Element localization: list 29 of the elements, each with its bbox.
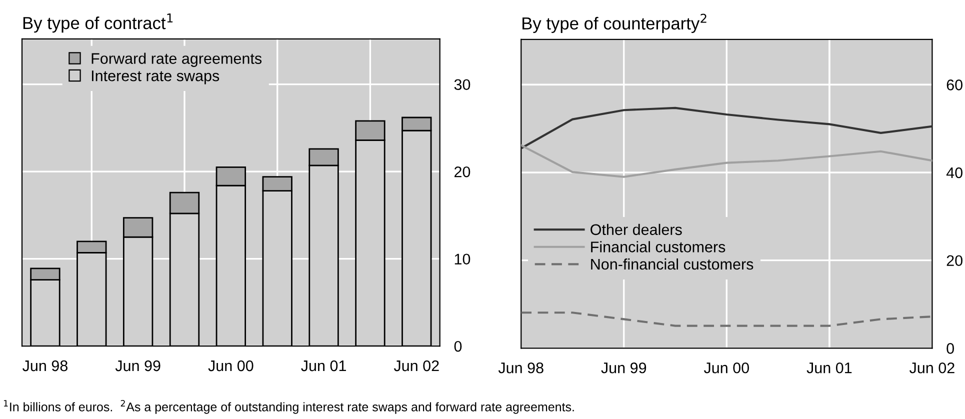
x-tick-label: Jun 00 [704,362,749,374]
chart-title: By type of counterparty$^{2}$ [522,14,706,34]
y-tick-label: 0 [946,343,954,354]
line-series [521,144,932,178]
legend-label: Financial customers [591,241,726,252]
legend-label: Forward rate agreements [92,52,262,67]
x-tick-label: Jun 02 [394,360,439,372]
y-tick-label: 0 [454,340,462,352]
text: $^{1}$In billions of euros. $^{2}$As a percentage of outstanding interest rate swaps and forward rate agreements. [4,400,574,414]
x-tick-label: Jun 98 [22,360,68,372]
legend-label: Interest rate swaps [92,70,220,84]
legend-label: Non-financial customers [591,258,754,270]
line-series [521,106,932,150]
line-series [521,312,932,327]
y-tick-label: 40 [946,167,962,178]
x-tick-label: Jun 01 [806,362,852,374]
x-tick-label: Jun 00 [208,360,254,372]
y-tick-label: 20 [946,255,962,266]
y-tick-label: 30 [454,79,470,90]
x-tick-label: Jun 01 [301,360,346,372]
chart-title: By type of contract$^{1}$ [23,14,173,33]
x-tick-label: Jun 98 [498,362,544,374]
y-tick-label: 60 [946,80,962,90]
y-tick-label: 20 [454,166,470,178]
x-tick-label: Jun 02 [909,362,954,374]
legend-label: Other dealers [590,224,682,236]
y-tick-label: 10 [454,254,470,265]
x-tick-label: Jun 99 [601,362,646,374]
x-tick-label: Jun 99 [115,360,160,372]
